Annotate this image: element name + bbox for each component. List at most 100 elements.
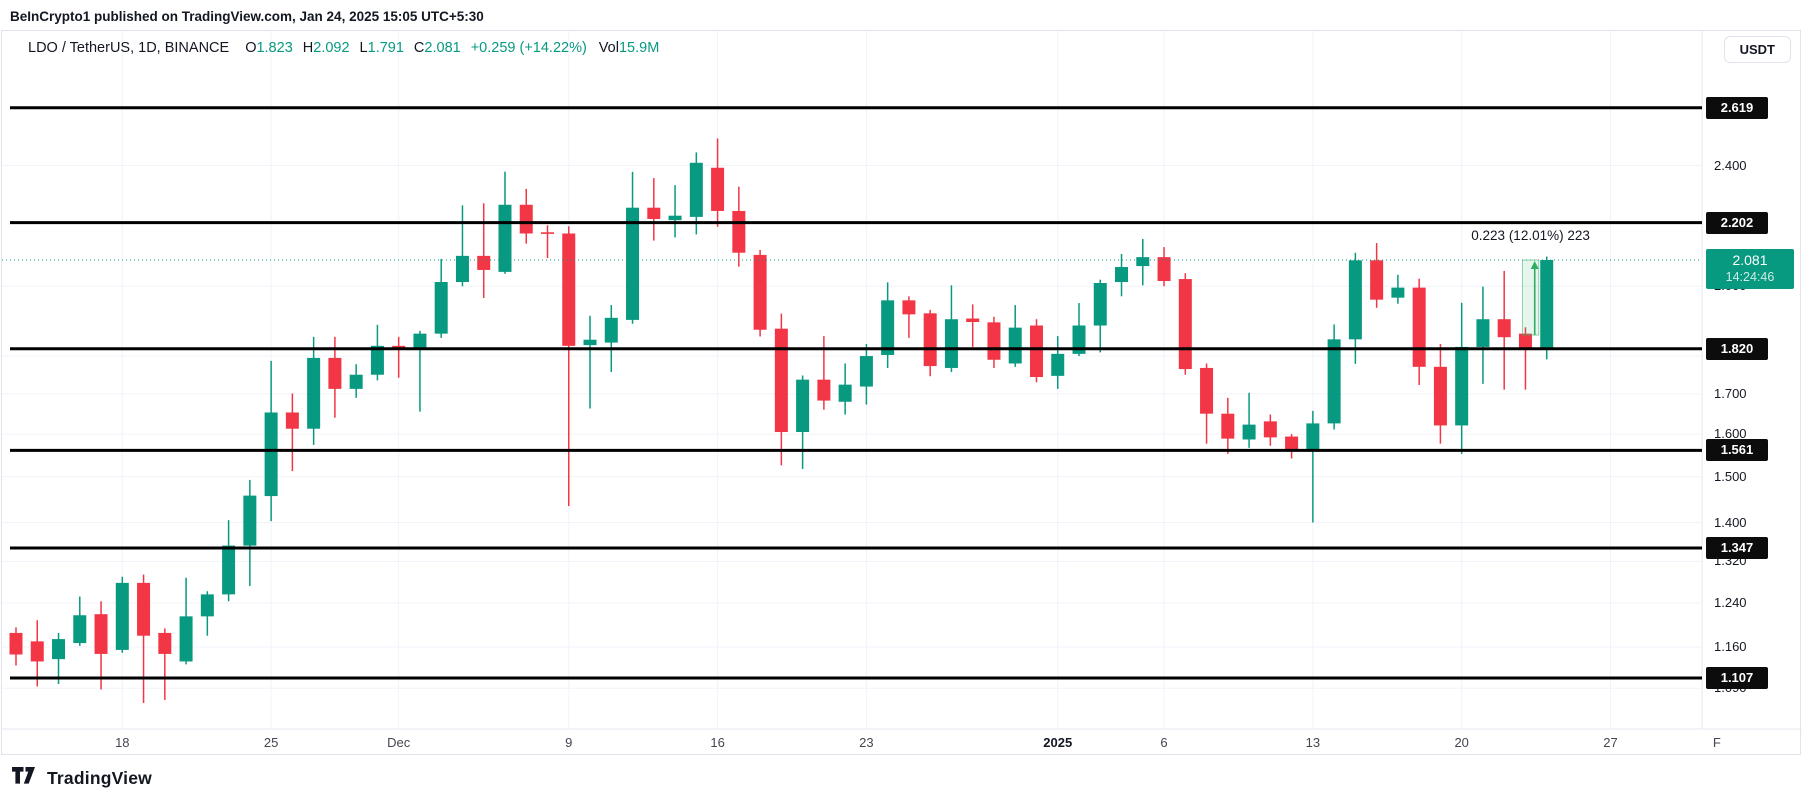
- candle-body: [94, 614, 108, 654]
- candle-body: [1476, 319, 1490, 347]
- candle-body: [1370, 260, 1384, 300]
- candle-body: [859, 356, 873, 387]
- candle-body: [1540, 260, 1554, 348]
- candle-body: [1221, 413, 1235, 439]
- candle-body: [987, 322, 1001, 360]
- candle-body: [583, 339, 597, 346]
- candle-body: [1518, 333, 1532, 348]
- price-level-badge: 2.202: [1706, 211, 1768, 234]
- high-label: H: [302, 40, 314, 56]
- tradingview-wordmark[interactable]: TradingView: [47, 767, 152, 788]
- candle-body: [881, 300, 895, 355]
- candle-body: [774, 328, 788, 433]
- ohlc-open: O1.823: [245, 40, 293, 56]
- candle-body: [349, 374, 363, 389]
- candle-body: [370, 345, 384, 375]
- candle-body: [1391, 287, 1405, 298]
- ohlc-close: C2.081: [414, 40, 461, 56]
- price-tick-label: 2.400: [1714, 157, 1747, 173]
- current-price-badge: 2.081 14:24:46: [1706, 249, 1794, 289]
- candle-body: [689, 162, 703, 217]
- price-chart-canvas[interactable]: 0.223 (12.01%) 223: [2, 31, 1802, 756]
- price-level-badge: 1.820: [1706, 337, 1768, 360]
- measure-box[interactable]: [1521, 259, 1540, 336]
- candle-body: [1455, 346, 1469, 426]
- candle-body: [732, 210, 746, 253]
- candle-body: [30, 641, 44, 662]
- candle-body: [1051, 353, 1065, 376]
- time-tick-label: 23: [859, 735, 874, 750]
- open-value: 1.823: [256, 40, 293, 56]
- low-label: L: [359, 40, 368, 56]
- candle-body: [264, 412, 278, 497]
- candle-body: [1306, 423, 1320, 450]
- candle-body: [796, 379, 810, 433]
- open-label: O: [245, 40, 257, 56]
- candle-body: [52, 639, 66, 660]
- measure-arrow-head: [1530, 261, 1539, 269]
- tradingview-logo-icon[interactable]: [12, 766, 39, 790]
- candle-body: [1115, 267, 1129, 283]
- symbol-info-row: LDO / TetherUS, 1D, BINANCE O1.823 H2.09…: [28, 40, 669, 56]
- candle-body: [179, 616, 193, 662]
- current-price-value: 2.081: [1732, 252, 1768, 268]
- price-tick-label: 1.240: [1714, 594, 1747, 610]
- price-tick-label: 1.600: [1714, 426, 1747, 442]
- volume-value: 15.9M: [618, 40, 660, 56]
- candle-body: [1136, 257, 1150, 267]
- close-value: 2.081: [424, 40, 461, 56]
- price-level-badge: 1.107: [1706, 667, 1768, 689]
- candle-body: [817, 379, 831, 401]
- candle-body: [285, 412, 299, 429]
- publication-title: BeInCrypto1 published on TradingView.com…: [10, 9, 484, 24]
- bar-countdown: 14:24:46: [1725, 270, 1775, 284]
- candle-body: [1029, 325, 1043, 377]
- candle-body: [434, 282, 448, 334]
- candle-body: [137, 582, 151, 636]
- candle-body: [200, 594, 214, 617]
- time-tick-label: 27: [1603, 735, 1618, 750]
- ohlc-low: L1.791: [360, 40, 404, 56]
- candle-body: [668, 215, 682, 221]
- chart-widget: 0.223 (12.01%) 223 LDO / TetherUS, 1D, B…: [1, 30, 1802, 756]
- currency-toggle-button[interactable]: USDT: [1723, 36, 1791, 63]
- candle-body: [328, 357, 342, 389]
- candle-body: [1433, 366, 1447, 426]
- candle-body: [1093, 282, 1107, 326]
- time-tick-label: 16: [710, 735, 725, 750]
- time-tick-label: 9: [565, 735, 573, 750]
- candle-body: [944, 319, 958, 368]
- candle-body: [1412, 287, 1426, 367]
- candle-body: [604, 317, 618, 343]
- low-value: 1.791: [367, 40, 404, 56]
- candle-body: [477, 255, 491, 270]
- close-label: C: [413, 40, 425, 56]
- price-tick-label: 1.160: [1714, 639, 1747, 655]
- candle-body: [1200, 367, 1214, 414]
- candle-body: [455, 255, 469, 283]
- volume: Vol15.9M: [599, 40, 659, 56]
- high-value: 2.092: [313, 40, 350, 56]
- candle-body: [73, 615, 87, 644]
- candle-body: [158, 632, 172, 654]
- price-tick-label: 1.500: [1714, 468, 1747, 484]
- candle-body: [838, 384, 852, 402]
- time-tick-label: 13: [1305, 735, 1321, 750]
- candle-body: [902, 300, 916, 315]
- price-level-badge: 2.619: [1706, 96, 1768, 119]
- change-value: +0.259 (+14.22%): [470, 40, 587, 56]
- candle-body: [1497, 319, 1511, 338]
- candle-body: [923, 313, 937, 367]
- candle-body: [1008, 327, 1022, 364]
- candle-body: [1157, 257, 1171, 282]
- candle-body: [1072, 325, 1086, 354]
- candle-body: [498, 204, 512, 272]
- candle-body: [1263, 421, 1277, 438]
- candle-body: [711, 167, 725, 211]
- candle-body: [541, 232, 554, 234]
- price-level-badge: 1.561: [1706, 439, 1768, 462]
- candle-body: [1285, 436, 1299, 452]
- time-tick-label: 25: [263, 735, 279, 750]
- volume-label: Vol: [598, 40, 619, 56]
